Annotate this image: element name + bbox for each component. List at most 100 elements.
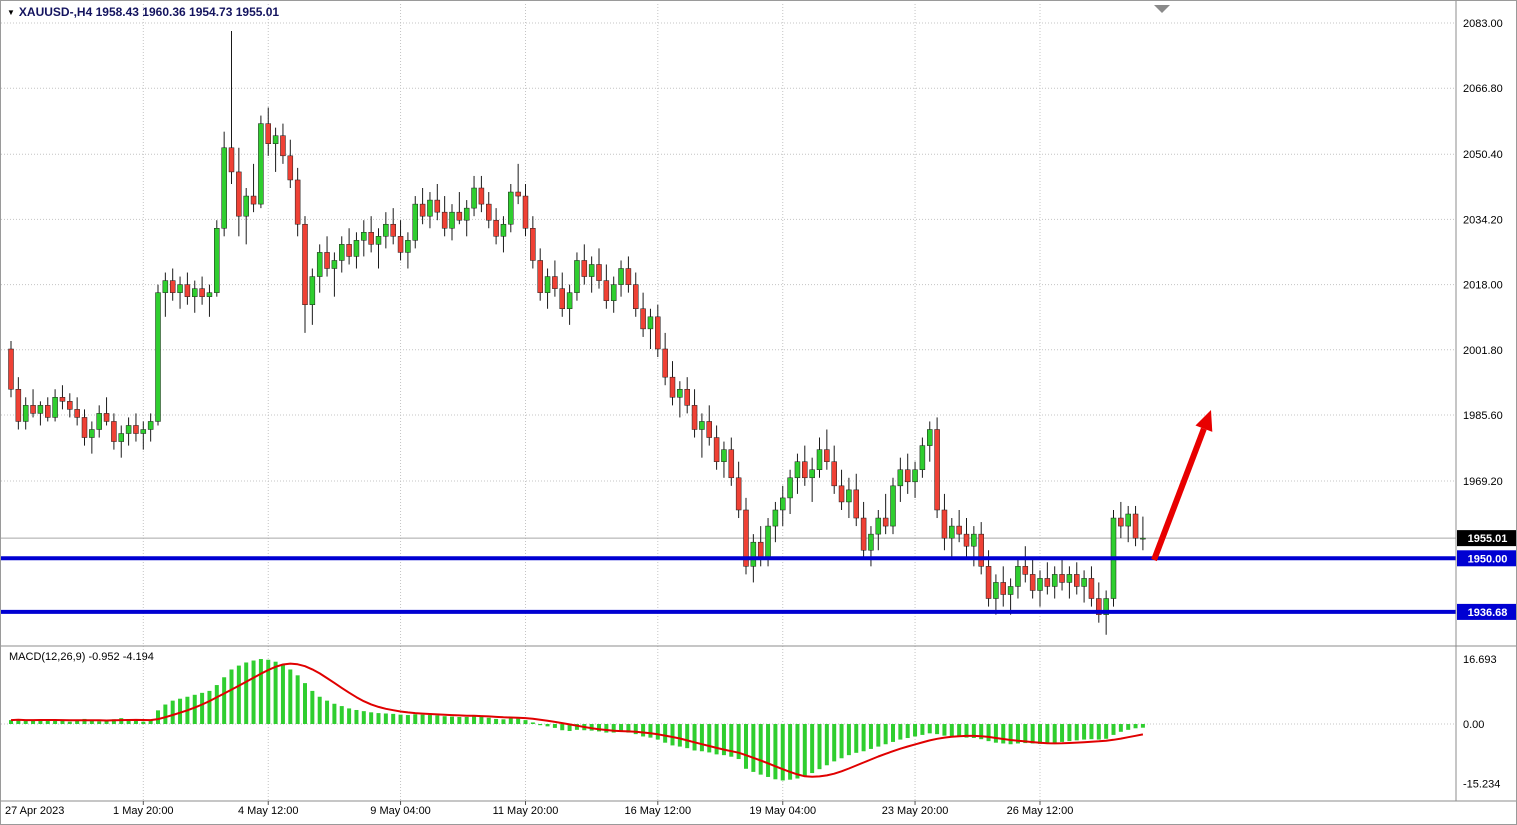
macd-bar [766, 724, 771, 777]
candle-body [765, 525, 771, 559]
macd-bar [729, 724, 734, 757]
candle-body [860, 517, 867, 551]
candle-body [1140, 537, 1146, 540]
macd-bar [604, 724, 609, 733]
candle-body [45, 405, 51, 418]
macd-bar [810, 724, 815, 774]
macd-bar [1045, 724, 1050, 744]
chart-shift-marker-icon[interactable] [1154, 5, 1170, 13]
macd-bar [574, 724, 579, 730]
macd-bar [501, 719, 506, 724]
svg-text:1936.68: 1936.68 [1468, 607, 1508, 619]
macd-bar [398, 714, 403, 724]
candle-body [934, 429, 940, 511]
candle-body [214, 228, 220, 293]
macd-bar [699, 724, 704, 752]
support-lines[interactable] [1, 556, 1456, 614]
candle-body [956, 525, 962, 535]
candle-body [155, 292, 161, 422]
macd-bar [97, 721, 102, 724]
trend-arrow[interactable] [1151, 410, 1213, 562]
price-tick-label: 2001.80 [1463, 345, 1503, 357]
last-price-badge: 1955.01 [1457, 530, 1516, 547]
candle-body [1081, 578, 1087, 587]
candle-body [574, 260, 580, 293]
candle-body [897, 469, 904, 487]
candle-body [397, 236, 404, 253]
candle-body [838, 485, 845, 503]
candle-body [904, 469, 911, 483]
macd-bar [288, 669, 293, 724]
candle-body [243, 195, 249, 217]
macd-bar [817, 724, 822, 770]
macd-bar [744, 724, 748, 769]
macd-bar [347, 708, 352, 724]
macd-bar [508, 718, 513, 724]
price-tick-label: 2050.40 [1463, 149, 1503, 161]
price-tick-label: 1969.20 [1463, 476, 1503, 488]
symbol-dropdown-icon[interactable]: ▼ [7, 7, 15, 17]
candle-body [59, 397, 66, 402]
macd-bar [280, 664, 285, 724]
macd-bar [913, 724, 918, 737]
candle-body [74, 409, 80, 418]
candle-body [588, 264, 595, 277]
macd-bar [1074, 724, 1079, 741]
candle-body [375, 236, 382, 245]
candle-body [427, 199, 433, 217]
macd-bar [236, 665, 241, 724]
price-axis: 2083.00 2066.80 2050.40 2034.20 2018.00 2001.… [1457, 18, 1516, 790]
candle-body [618, 268, 624, 285]
candle-body [81, 417, 88, 438]
candle-body [647, 316, 654, 330]
macd-bar [626, 724, 631, 733]
candle-body [111, 421, 117, 442]
macd-bar [60, 720, 65, 724]
macd-bar [920, 724, 925, 735]
candle-body [743, 509, 749, 567]
macd-bar [163, 704, 168, 724]
candle-body [280, 135, 286, 157]
macd-bar [23, 720, 28, 724]
macd-bar [1096, 724, 1101, 740]
support-price-badge: 1936.68 [1457, 603, 1516, 620]
macd-bar [1104, 724, 1109, 739]
macd-bar [868, 724, 873, 749]
candle-body [1007, 586, 1014, 595]
candle-body [258, 123, 264, 205]
macd-bar [192, 694, 197, 724]
candle-body [478, 187, 485, 205]
candle-body [486, 203, 492, 221]
macd-bar [141, 721, 146, 724]
macd-bar [611, 724, 616, 733]
candle-body [508, 191, 514, 225]
time-tick-label: 16 May 12:00 [624, 805, 691, 817]
macd-bar [883, 724, 888, 745]
macd-bar [156, 710, 160, 724]
candle-body [500, 223, 507, 237]
candle-body [463, 207, 470, 221]
candle-body [684, 388, 690, 406]
macd-bar [391, 713, 396, 724]
candle-body [596, 264, 602, 281]
macd-bar [685, 724, 690, 749]
candle-body [985, 566, 992, 599]
macd-bar [530, 722, 535, 724]
candle-body [199, 288, 205, 297]
candle-body [780, 497, 786, 511]
time-tick-label: 27 Apr 2023 [5, 805, 64, 817]
candle-body [96, 413, 102, 430]
candle-body [133, 425, 139, 434]
time-tick-label: 1 May 20:00 [113, 805, 174, 817]
candle-body [824, 449, 830, 462]
macd-bar [354, 709, 359, 724]
candle-body [566, 292, 573, 310]
macd-bar [435, 715, 440, 724]
macd-bar [273, 661, 278, 724]
price-tick-label: 2083.00 [1463, 18, 1503, 30]
candle-body [750, 541, 757, 567]
macd-bar [53, 719, 58, 724]
candle-body [537, 260, 543, 293]
candle-body [192, 288, 198, 297]
